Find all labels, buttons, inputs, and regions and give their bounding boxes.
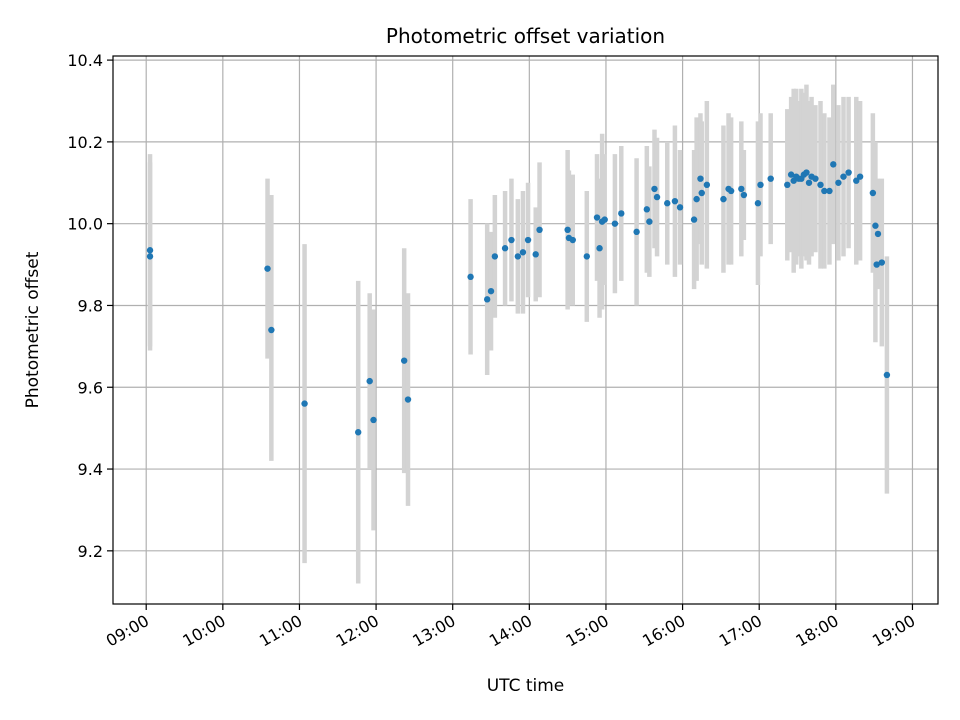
- data-points: [146, 161, 891, 436]
- data-point: [532, 251, 539, 258]
- data-point: [874, 230, 882, 238]
- chart-title: Photometric offset variation: [386, 24, 665, 48]
- data-point: [703, 181, 711, 189]
- data-point: [264, 265, 271, 272]
- data-point: [646, 218, 653, 225]
- data-point: [835, 179, 842, 186]
- data-point: [698, 189, 705, 197]
- data-point: [355, 429, 362, 436]
- data-point: [653, 193, 661, 201]
- data-point: [501, 245, 509, 252]
- data-point: [664, 200, 671, 207]
- data-point: [519, 249, 527, 256]
- data-point: [268, 326, 275, 334]
- data-point: [514, 253, 522, 260]
- data-point: [727, 187, 735, 195]
- data-point: [853, 177, 860, 184]
- data-point: [830, 161, 837, 168]
- data-point: [821, 187, 828, 195]
- data-point: [738, 185, 745, 193]
- y-tick-label: 10.2: [67, 133, 103, 152]
- data-point: [601, 216, 608, 223]
- y-tick-label: 9.2: [78, 542, 103, 561]
- data-point: [697, 175, 704, 182]
- data-point: [467, 273, 474, 281]
- data-point: [693, 195, 700, 203]
- data-point: [812, 175, 819, 182]
- data-point: [564, 226, 571, 234]
- data-point: [845, 169, 852, 176]
- data-point: [366, 377, 373, 385]
- y-ticks: 9.2 9.4 9.6 9.8 10.0 10.2 10.4: [67, 51, 113, 561]
- data-point: [146, 253, 154, 260]
- data-point: [483, 296, 491, 303]
- y-tick-label: 9.8: [78, 296, 103, 315]
- data-point: [787, 171, 795, 178]
- data-point: [856, 173, 864, 180]
- data-point: [803, 169, 810, 176]
- data-point: [651, 185, 658, 193]
- data-point: [618, 210, 625, 217]
- data-point: [784, 181, 791, 189]
- data-point: [583, 253, 591, 260]
- data-point: [671, 197, 679, 205]
- data-point: [869, 189, 877, 197]
- data-point: [872, 222, 879, 229]
- data-point: [487, 287, 495, 295]
- data-point: [146, 247, 154, 254]
- data-point: [676, 204, 684, 211]
- data-point: [536, 226, 543, 234]
- plot-frame: [112, 55, 939, 605]
- data-point: [491, 253, 499, 260]
- y-axis-label: Photometric offset: [23, 251, 43, 408]
- data-point: [569, 236, 576, 244]
- data-point: [757, 181, 764, 189]
- data-point: [400, 357, 408, 364]
- data-point: [370, 416, 377, 424]
- data-point: [301, 400, 308, 407]
- y-tick-label: 10.4: [67, 51, 103, 70]
- data-point: [878, 259, 886, 266]
- data-point: [690, 216, 698, 223]
- data-point: [633, 228, 640, 236]
- data-point: [611, 220, 619, 227]
- data-point: [404, 396, 412, 403]
- data-point: [873, 261, 880, 268]
- data-point: [840, 173, 847, 180]
- data-point: [720, 195, 727, 203]
- data-point: [817, 181, 824, 189]
- y-tick-label: 10.0: [67, 215, 103, 234]
- data-point: [754, 200, 762, 207]
- data-point: [740, 191, 748, 199]
- y-tick-label: 9.4: [78, 460, 103, 479]
- data-point: [826, 187, 833, 195]
- data-point: [596, 245, 603, 252]
- x-axis-label: UTC time: [487, 676, 565, 696]
- data-point: [508, 236, 515, 244]
- data-point: [883, 371, 891, 379]
- data-point: [767, 175, 774, 182]
- data-point: [524, 236, 532, 244]
- data-point: [643, 206, 651, 213]
- data-point: [805, 179, 813, 186]
- y-tick-label: 9.6: [78, 378, 103, 397]
- data-point: [593, 214, 601, 221]
